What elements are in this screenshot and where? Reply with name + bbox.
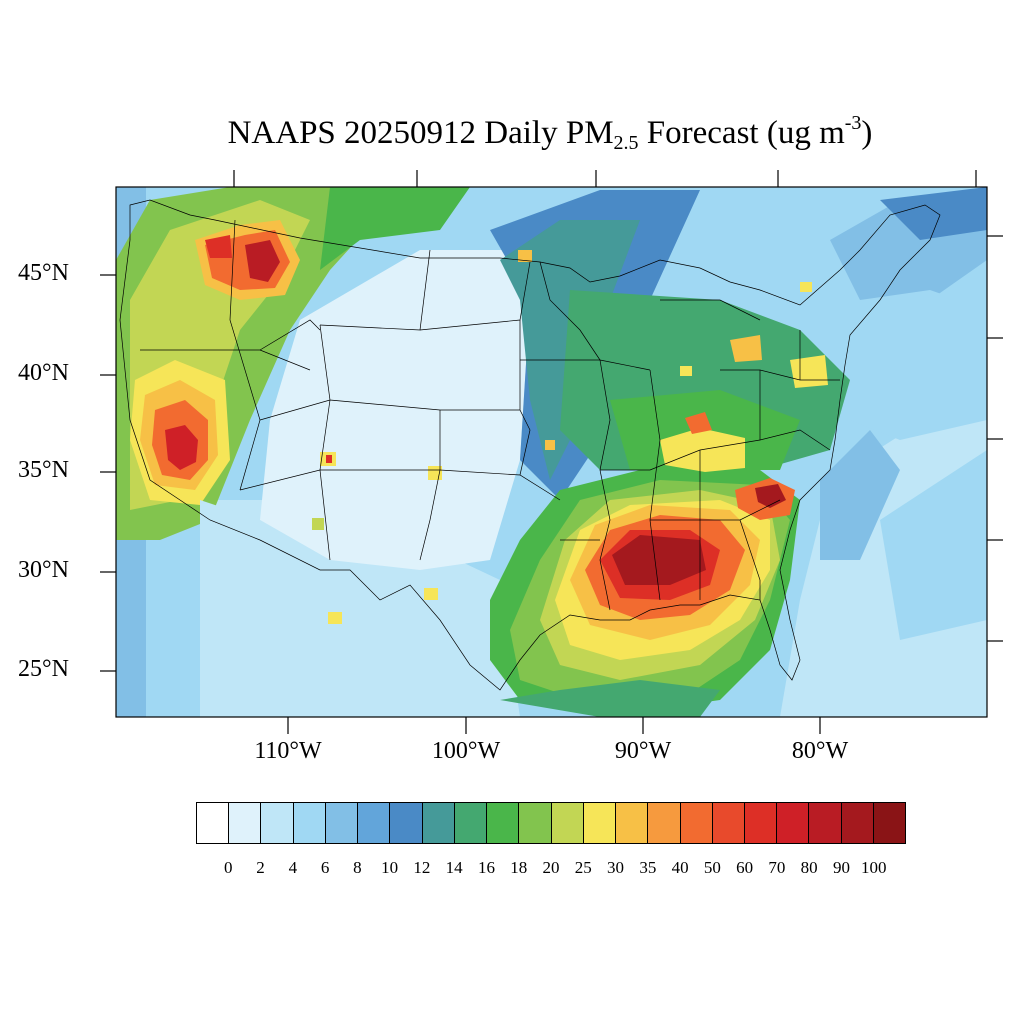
lat-label-35n: 35°N	[18, 457, 69, 483]
lat-label-25n: 25°N	[18, 656, 69, 682]
legend-tick-label: 12	[413, 858, 431, 877]
legend-swatch	[616, 803, 649, 843]
legend-tick-label: 40	[671, 858, 689, 877]
legend-swatch	[583, 803, 617, 843]
legend-swatch	[197, 803, 230, 843]
legend-tick-label: 50	[703, 858, 721, 877]
title-suffix: )	[861, 115, 873, 151]
legend-tick-label: 10	[381, 858, 399, 877]
lon-label-90w: 90°W	[614, 738, 672, 764]
legend-tick-label: 20	[542, 858, 560, 877]
lat-label-30n: 30°N	[18, 557, 69, 583]
concentration-field	[116, 187, 987, 717]
legend-tick-label: 8	[353, 858, 362, 877]
title-middle: Forecast (ug m	[638, 115, 845, 151]
tick-marks	[100, 170, 1003, 734]
title-prefix: NAAPS 20250912 Daily PM	[227, 115, 614, 151]
legend-swatch	[744, 803, 778, 843]
legend-swatch	[229, 803, 262, 843]
legend-swatch	[261, 803, 294, 843]
legend-tick-label: 80	[800, 858, 818, 877]
legend-tick-label: 18	[510, 858, 528, 877]
legend-swatch	[680, 803, 713, 843]
legend-swatch	[454, 803, 488, 843]
legend-tick-label: 70	[768, 858, 786, 877]
legend-tick-label: 0	[224, 858, 233, 877]
color-legend	[196, 802, 906, 844]
chart-title: NAAPS 20250912 Daily PM2.5 Forecast (ug …	[0, 112, 1024, 155]
legend-swatch	[777, 803, 810, 843]
legend-tick-label: 35	[639, 858, 657, 877]
lon-label-100w: 100°W	[431, 738, 501, 764]
legend-swatch	[422, 803, 455, 843]
legend-tick-label: 2	[256, 858, 265, 877]
legend-swatch	[841, 803, 874, 843]
legend-swatch	[519, 803, 552, 843]
lon-label-80w: 80°W	[791, 738, 849, 764]
map-frame	[115, 186, 988, 718]
legend-tick-label: 100	[860, 858, 887, 877]
legend-tick-label: 6	[320, 858, 330, 877]
legend-tick-label: 60	[736, 858, 754, 877]
legend-tick-label: 90	[832, 858, 850, 877]
state-boundaries	[119, 199, 941, 691]
legend-swatch	[293, 803, 326, 843]
legend-swatch	[551, 803, 584, 843]
lat-label-45n: 45°N	[18, 260, 69, 286]
legend-tick-label: 4	[288, 858, 298, 877]
legend-swatch	[325, 803, 359, 843]
legend-swatch	[487, 803, 520, 843]
legend-swatch	[358, 803, 391, 843]
legend-swatch	[809, 803, 842, 843]
legend-swatch	[390, 803, 423, 843]
legend-tick-label: 25	[574, 858, 592, 877]
legend-swatch	[712, 803, 745, 843]
legend-swatch	[648, 803, 681, 843]
title-superscript: -3	[844, 112, 862, 134]
lon-label-110w: 110°W	[254, 738, 322, 764]
lat-label-40n: 40°N	[18, 360, 69, 386]
legend-tick-label: 16	[477, 858, 495, 877]
title-subscript: 2.5	[613, 132, 639, 154]
legend-tick-label: 14	[445, 858, 463, 877]
legend-tick-label: 30	[607, 858, 625, 877]
legend-swatch	[873, 803, 906, 843]
